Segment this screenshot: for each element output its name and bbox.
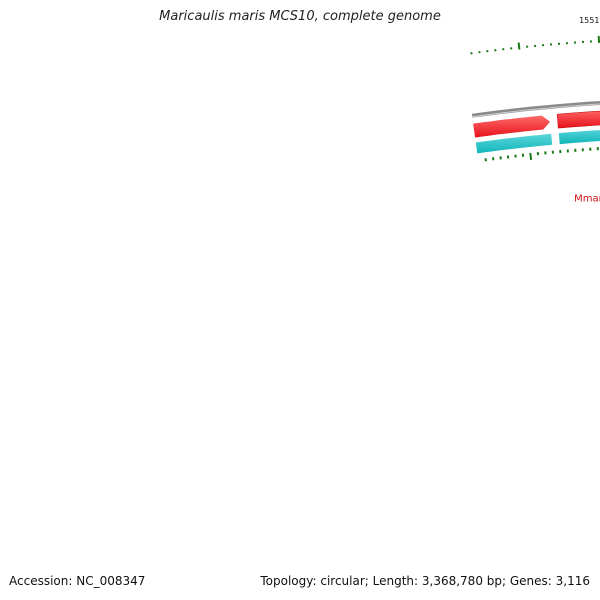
- backbone-line: [471, 101, 600, 118]
- map-title: Maricaulis maris MCS10, complete genome: [159, 9, 441, 24]
- ruler-tick: [517, 42, 521, 50]
- ruler-labels: 1551 kbp1552 kbp1553 kbp1554 kbp1555 kbp…: [579, 16, 600, 25]
- genome-stats-text: Topology: circular; Length: 3,368,780 bp…: [260, 574, 590, 588]
- outer-ruler-ticks: [470, 35, 600, 55]
- ruler-tick: [529, 152, 533, 161]
- protein-feature: [475, 133, 553, 154]
- accession-text: Accession: NC_008347: [9, 574, 146, 588]
- protein-track: [475, 130, 600, 154]
- protein-feature: [558, 130, 600, 145]
- cds-track: [473, 110, 600, 138]
- ruler-label: 1551 kbp: [579, 16, 600, 25]
- inner-ruler-ticks: [484, 147, 599, 162]
- cds-feature: [556, 110, 600, 129]
- cds-feature: [473, 115, 551, 138]
- genome-backbone: [471, 101, 600, 118]
- gene-labels: Mmar10_1413Mmar10_1414Mmar10_1415Mmar10_…: [574, 194, 600, 205]
- gene-label: Mmar10_1413: [574, 194, 600, 205]
